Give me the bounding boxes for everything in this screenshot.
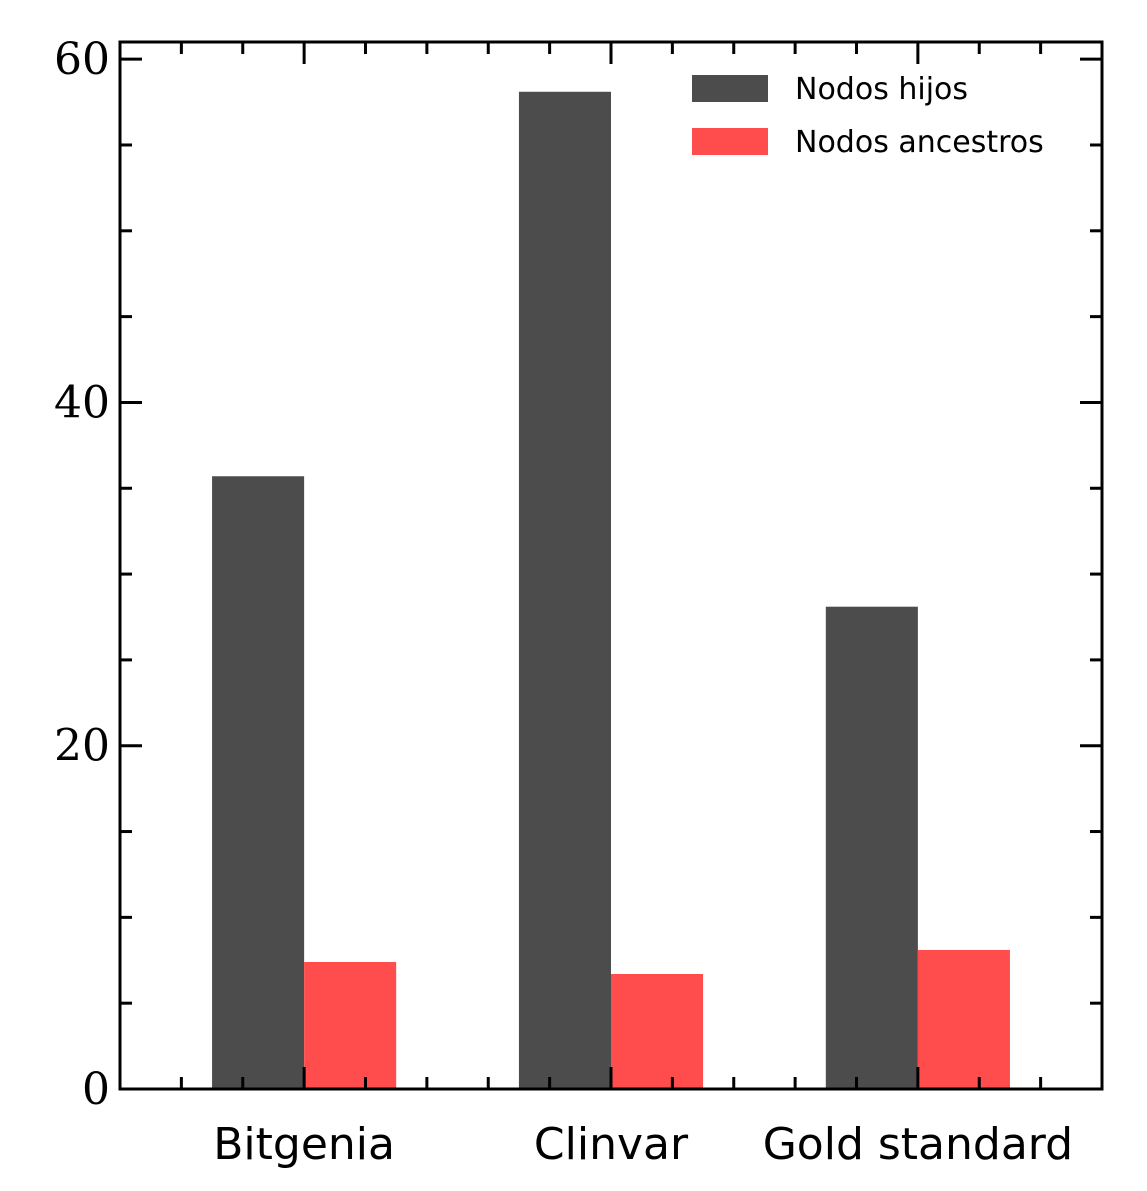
- xtick-label-2: Gold standard: [763, 1119, 1073, 1170]
- bar-ancestros-0: [304, 961, 397, 1089]
- bars-group: [212, 91, 1010, 1090]
- ytick-label-3: 60: [54, 34, 110, 85]
- y-tick-labels: 0 20 40 60: [54, 34, 110, 1115]
- bar-hijos-2: [825, 606, 918, 1089]
- legend-swatch-0: [692, 75, 768, 102]
- ytick-label-0: 0: [82, 1064, 110, 1115]
- ytick-label-1: 20: [54, 721, 110, 772]
- bar-ancestros-1: [611, 974, 704, 1089]
- bar-hijos-1: [518, 91, 611, 1090]
- legend-label-0: Nodos hijos: [795, 72, 968, 107]
- legend-swatch-1: [692, 128, 768, 155]
- ytick-label-2: 40: [54, 377, 110, 428]
- ticks-group: [118, 42, 1104, 1091]
- xtick-label-0: Bitgenia: [213, 1119, 395, 1170]
- plot-frame: [118, 40, 1104, 1091]
- x-tick-labels: Bitgenia Clinvar Gold standard: [213, 1119, 1073, 1170]
- legend-label-1: Nodos ancestros: [795, 125, 1044, 160]
- legend: Nodos hijos Nodos ancestros: [692, 72, 1044, 160]
- xtick-label-1: Clinvar: [534, 1119, 689, 1170]
- bar-ancestros-2: [917, 949, 1010, 1089]
- bar-hijos-0: [212, 476, 305, 1089]
